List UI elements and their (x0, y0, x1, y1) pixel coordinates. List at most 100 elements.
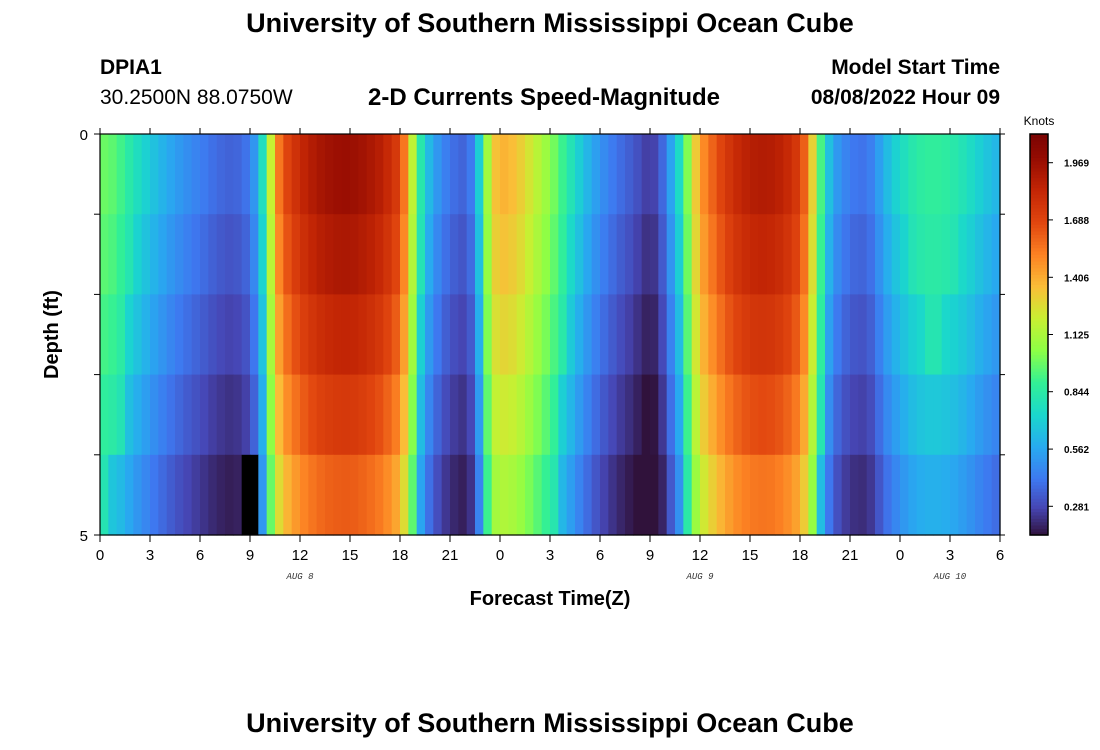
heatmap-cell (158, 134, 168, 215)
heatmap-cell (383, 134, 393, 215)
colorbar-segment (1030, 478, 1048, 483)
heatmap-cell (400, 214, 409, 295)
heatmap-cell (225, 214, 234, 295)
heatmap-cell (358, 214, 368, 295)
heatmap-cell (933, 454, 943, 536)
colorbar-segment (1030, 314, 1048, 319)
heatmap-cell (283, 454, 293, 536)
colorbar-segment (1030, 247, 1048, 252)
heatmap-cell (783, 214, 793, 295)
colorbar-tick-label: 0.281 (1064, 502, 1089, 513)
heatmap-cell (500, 454, 509, 536)
heatmap-cell (983, 134, 993, 215)
heatmap-cell (366, 214, 376, 295)
heatmap-cell (925, 294, 934, 376)
heatmap-cell (516, 214, 526, 295)
x-tick-label: 0 (96, 547, 104, 564)
heatmap-cell (566, 374, 576, 456)
heatmap-cell (833, 134, 843, 215)
heatmap-cell (325, 134, 334, 215)
heatmap-cell (491, 374, 501, 456)
heatmap-cell (941, 294, 951, 376)
heatmap-cell (308, 294, 318, 376)
heatmap-cell (641, 294, 651, 376)
heatmap-cell (775, 134, 784, 215)
heatmap-cell (225, 294, 234, 376)
heatmap-cell (783, 374, 793, 456)
heatmap-cell (533, 134, 543, 215)
colorbar-segment (1030, 431, 1048, 436)
heatmap-cell (141, 454, 151, 536)
heatmap-cell (341, 454, 351, 536)
heatmap-cell (466, 294, 476, 376)
heatmap-cell (350, 134, 359, 215)
heatmap-cell (375, 294, 384, 376)
heatmap-cell (825, 374, 834, 456)
heatmap-cell (133, 294, 143, 376)
colorbar-segment (1030, 304, 1048, 309)
heatmap-cell (533, 214, 543, 295)
heatmap-cell (800, 134, 809, 215)
heatmap-cell (141, 134, 151, 215)
colorbar-segment (1030, 524, 1048, 529)
heatmap-cell (941, 374, 951, 456)
heatmap-cell (750, 374, 759, 456)
heatmap-cell (166, 294, 176, 376)
colorbar-segment (1030, 501, 1048, 506)
heatmap-cell (525, 134, 534, 215)
colorbar-segment (1030, 150, 1048, 155)
heatmap-cell (275, 214, 284, 295)
colorbar-segment (1030, 331, 1048, 336)
heatmap-cell (683, 454, 693, 536)
heatmap-cell (433, 134, 443, 215)
heatmap-cell (116, 374, 126, 456)
heatmap-cell (433, 454, 443, 536)
heatmap-cell (375, 454, 384, 536)
colorbar-segment (1030, 504, 1048, 509)
date-label: AUG 10 (933, 572, 967, 582)
colorbar-segment (1030, 334, 1048, 339)
heatmap-cell (925, 454, 934, 536)
heatmap-cell (483, 214, 493, 295)
colorbar-segment (1030, 177, 1048, 182)
heatmap-cell (633, 214, 643, 295)
heatmap-cell (558, 134, 568, 215)
model-start-value: 08/08/2022 Hour 09 (810, 86, 1000, 109)
heatmap-cell (525, 374, 534, 456)
heatmap-cell (675, 294, 684, 376)
colorbar-segment (1030, 170, 1048, 175)
colorbar-segment (1030, 217, 1048, 222)
heatmap-cell (291, 454, 301, 536)
heatmap-cell (275, 294, 284, 376)
colorbar-segment (1030, 274, 1048, 279)
heatmap-cell (641, 374, 651, 456)
heatmap-cell (291, 214, 301, 295)
heatmap-cell (716, 454, 726, 536)
heatmap-cell (833, 374, 843, 456)
heatmap-cell (183, 454, 193, 536)
heatmap-cell (791, 294, 801, 376)
heatmap-cell (416, 134, 426, 215)
heatmap-cell (525, 214, 534, 295)
colorbar-segment (1030, 164, 1048, 169)
heatmap-cell (150, 214, 159, 295)
heatmap-cell (733, 134, 743, 215)
heatmap-cell (650, 374, 659, 456)
heatmap-cell (383, 214, 393, 295)
heatmap-cell (500, 214, 509, 295)
heatmap-cell (116, 294, 126, 376)
heatmap-cell (591, 294, 601, 376)
colorbar-segment (1030, 234, 1048, 239)
heatmap-cell (750, 294, 759, 376)
heatmap-cell (316, 294, 326, 376)
colorbar-segment (1030, 458, 1048, 463)
heatmap-cell (425, 214, 434, 295)
heatmap-cell (875, 454, 884, 536)
colorbar-segment (1030, 197, 1048, 202)
heatmap-cell (908, 454, 918, 536)
heatmap-cell (816, 214, 826, 295)
heatmap-cell (716, 294, 726, 376)
heatmap-cell (766, 134, 776, 215)
heatmap-cell (233, 454, 243, 536)
heatmap-cell (108, 294, 118, 376)
